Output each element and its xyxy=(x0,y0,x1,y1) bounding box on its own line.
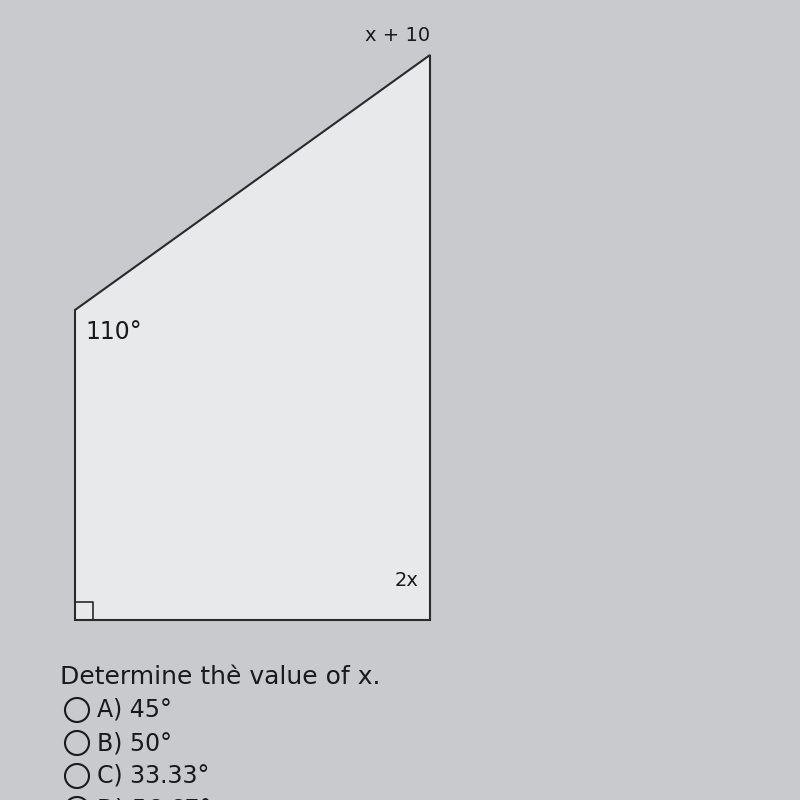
Text: Determine thè value of x.: Determine thè value of x. xyxy=(60,665,381,689)
Text: x + 10: x + 10 xyxy=(365,26,430,45)
Polygon shape xyxy=(75,55,430,620)
Text: 2x: 2x xyxy=(394,571,418,590)
Text: A) 45°: A) 45° xyxy=(97,698,172,722)
Text: B) 50°: B) 50° xyxy=(97,731,172,755)
Text: 110°: 110° xyxy=(85,320,142,344)
Text: C) 33.33°: C) 33.33° xyxy=(97,764,210,788)
Text: D) 56.67°: D) 56.67° xyxy=(97,797,211,800)
